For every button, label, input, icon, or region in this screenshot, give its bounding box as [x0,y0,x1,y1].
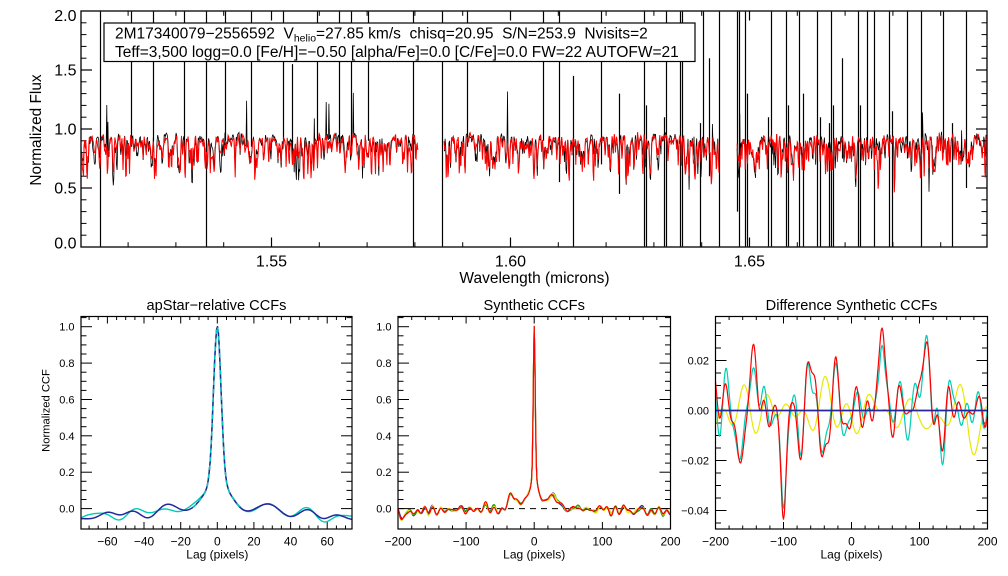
svg-text:Synthetic CCFs: Synthetic CCFs [484,298,585,314]
svg-text:0: 0 [214,535,221,549]
svg-text:200: 200 [660,535,680,549]
svg-text:Normalized CCF: Normalized CCF [41,369,53,452]
svg-text:Lag (pixels): Lag (pixels) [503,548,565,562]
svg-text:0.6: 0.6 [376,395,391,407]
svg-text:1.0: 1.0 [54,122,76,139]
svg-text:0.8: 0.8 [59,358,74,370]
svg-text:−200: −200 [384,535,411,549]
svg-text:0.6: 0.6 [59,395,74,407]
svg-text:0.4: 0.4 [59,431,74,443]
svg-text:−0.04: −0.04 [681,506,709,518]
svg-text:Normalized Flux: Normalized Flux [28,74,45,185]
svg-text:0.2: 0.2 [59,467,74,479]
svg-text:1.0: 1.0 [59,322,74,334]
svg-text:0.00: 0.00 [688,406,709,418]
svg-text:0.5: 0.5 [54,181,76,198]
svg-text:0: 0 [531,535,538,549]
svg-text:0.4: 0.4 [376,431,391,443]
svg-text:100: 100 [592,535,612,549]
svg-text:−20: −20 [171,535,192,549]
svg-text:Difference Synthetic CCFs: Difference Synthetic CCFs [766,298,938,314]
svg-text:−40: −40 [134,535,155,549]
svg-text:100: 100 [909,535,929,549]
svg-text:0.8: 0.8 [376,358,391,370]
svg-text:−100: −100 [770,535,797,549]
svg-text:−200: −200 [702,535,729,549]
svg-text:0.0: 0.0 [54,236,76,253]
svg-text:2.0: 2.0 [54,8,76,25]
svg-text:apStar−relative CCFs: apStar−relative CCFs [147,298,287,314]
svg-text:1.65: 1.65 [734,254,765,271]
svg-text:200: 200 [977,535,997,549]
svg-text:−0.02: −0.02 [681,456,709,468]
svg-text:Teff=3,500 logg=0.0 [Fe/H]=−0.: Teff=3,500 logg=0.0 [Fe/H]=−0.50 [alpha/… [115,44,679,61]
svg-text:0: 0 [848,535,855,549]
svg-text:60: 60 [321,535,335,549]
svg-text:Lag (pixels): Lag (pixels) [186,548,248,562]
svg-text:−100: −100 [453,535,480,549]
svg-text:0.02: 0.02 [688,356,709,368]
svg-text:1.60: 1.60 [495,254,526,271]
svg-text:Lag (pixels): Lag (pixels) [820,548,882,562]
svg-text:1.0: 1.0 [376,322,391,334]
svg-text:20: 20 [247,535,261,549]
svg-text:Wavelength (microns): Wavelength (microns) [459,270,609,287]
svg-text:0.0: 0.0 [376,504,391,516]
svg-text:2M17340079−2556592 Vhelio=27.: 2M17340079−2556592 Vhelio=27.85 km/s chi… [115,26,648,45]
svg-text:0.0: 0.0 [59,504,74,516]
svg-text:40: 40 [284,535,298,549]
svg-text:1.55: 1.55 [256,254,287,271]
svg-text:0.2: 0.2 [376,467,391,479]
svg-text:1.5: 1.5 [54,63,76,80]
svg-text:−60: −60 [97,535,118,549]
